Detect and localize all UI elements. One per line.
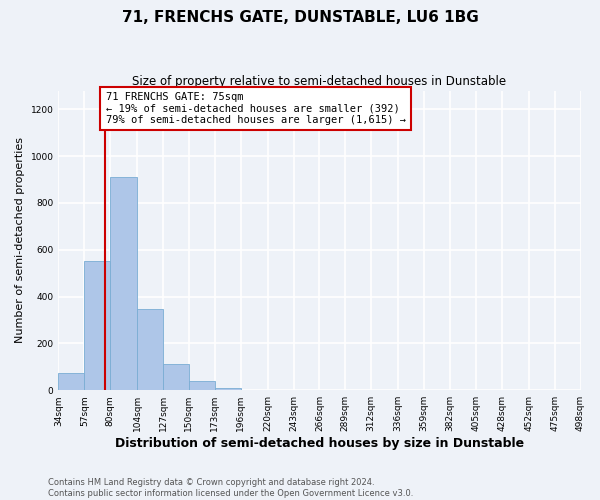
Bar: [84, 262, 110, 390]
Title: Size of property relative to semi-detached houses in Dunstable: Size of property relative to semi-detach…: [133, 75, 506, 88]
X-axis label: Distribution of semi-detached houses by size in Dunstable: Distribution of semi-detached houses by …: [115, 437, 524, 450]
Text: 71, FRENCHS GATE, DUNSTABLE, LU6 1BG: 71, FRENCHS GATE, DUNSTABLE, LU6 1BG: [122, 10, 478, 25]
Bar: [215, 388, 241, 390]
Bar: [137, 310, 163, 390]
Text: 71 FRENCHS GATE: 75sqm
← 19% of semi-detached houses are smaller (392)
79% of se: 71 FRENCHS GATE: 75sqm ← 19% of semi-det…: [106, 92, 406, 126]
Bar: [163, 364, 189, 390]
Text: Contains HM Land Registry data © Crown copyright and database right 2024.
Contai: Contains HM Land Registry data © Crown c…: [48, 478, 413, 498]
Y-axis label: Number of semi-detached properties: Number of semi-detached properties: [15, 138, 25, 344]
Bar: [58, 372, 84, 390]
Bar: [110, 177, 137, 390]
Bar: [189, 381, 215, 390]
